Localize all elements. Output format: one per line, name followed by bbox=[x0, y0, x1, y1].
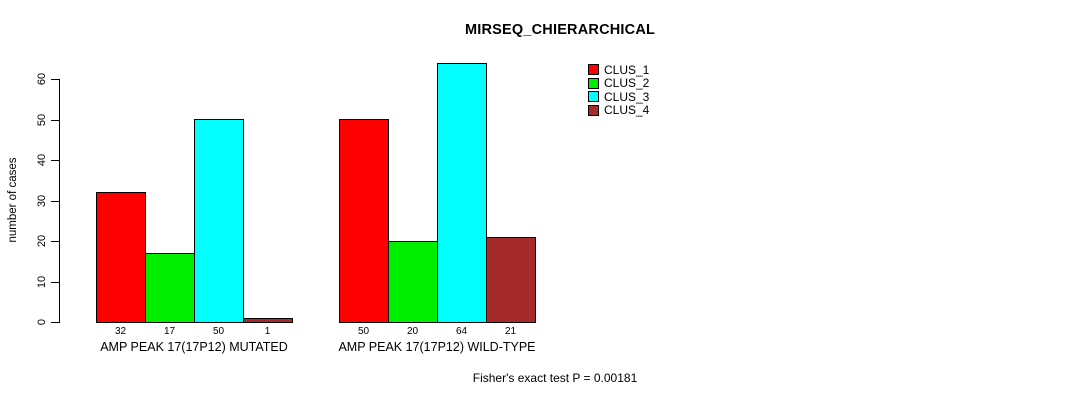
legend-label: CLUS_2 bbox=[604, 76, 650, 91]
legend-label: CLUS_1 bbox=[604, 62, 650, 77]
y-axis-tick-label: 40 bbox=[36, 153, 48, 167]
bar-value-label: 17 bbox=[163, 326, 176, 337]
legend-swatch-clus_3 bbox=[588, 91, 599, 103]
bar-clus_1-group2 bbox=[339, 119, 389, 323]
y-axis-line bbox=[59, 79, 60, 323]
legend-item-clus_4: CLUS_4 bbox=[588, 103, 650, 118]
bar-clus_4-group1 bbox=[243, 318, 293, 323]
bar-value-label: 50 bbox=[357, 326, 370, 337]
legend-swatch-clus_1 bbox=[588, 64, 599, 76]
legend-swatch-clus_4 bbox=[588, 104, 599, 116]
bar-value-label: 21 bbox=[504, 326, 517, 337]
legend-item-clus_1: CLUS_1 bbox=[588, 63, 649, 77]
y-axis-tick-label: 50 bbox=[36, 113, 48, 127]
legend-label: CLUS_3 bbox=[604, 89, 650, 104]
legend-item-clus_2: CLUS_2 bbox=[588, 76, 650, 91]
bar-value-label: 20 bbox=[406, 326, 419, 337]
bar-clus_2-group2 bbox=[388, 241, 438, 323]
fisher-test-annotation: Fisher's exact test P = 0.00181 bbox=[472, 371, 638, 385]
legend-label: CLUS_4 bbox=[604, 103, 650, 118]
y-axis-tick bbox=[51, 160, 59, 161]
bar-value-label: 1 bbox=[264, 326, 271, 337]
group-label-1: AMP PEAK 17(17P12) MUTATED bbox=[100, 340, 288, 354]
y-axis-tick bbox=[51, 322, 59, 323]
legend-item-clus_3: CLUS_3 bbox=[588, 90, 649, 104]
y-axis-tick bbox=[51, 79, 59, 80]
bar-clus_3-group2 bbox=[437, 63, 487, 323]
y-axis-tick bbox=[51, 120, 59, 121]
y-axis-tick-label: 20 bbox=[36, 234, 48, 248]
chart-title: MIRSEQ_CHIERARCHICAL bbox=[464, 22, 656, 38]
bar-clus_1-group1 bbox=[96, 192, 146, 323]
bar-clus_2-group1 bbox=[145, 253, 195, 323]
bar-value-label: 32 bbox=[114, 326, 127, 337]
bar-clus_3-group1 bbox=[194, 119, 244, 323]
y-axis-tick-label: 0 bbox=[36, 318, 48, 326]
y-axis-tick bbox=[51, 241, 59, 242]
y-axis-tick-label: 30 bbox=[36, 194, 48, 208]
y-axis-tick bbox=[51, 282, 59, 283]
bar-value-label: 64 bbox=[455, 326, 468, 337]
bar-clus_4-group2 bbox=[486, 237, 536, 323]
group-label-2: AMP PEAK 17(17P12) WILD-TYPE bbox=[338, 340, 536, 354]
legend: CLUS_1 CLUS_2 CLUS_3 CLUS_4 bbox=[588, 63, 649, 117]
legend-swatch-clus_2 bbox=[588, 77, 599, 89]
bar-value-label: 50 bbox=[212, 326, 225, 337]
y-axis-tick-label: 10 bbox=[36, 275, 48, 289]
y-axis-tick-label: 60 bbox=[36, 72, 48, 86]
y-axis-tick bbox=[51, 201, 59, 202]
